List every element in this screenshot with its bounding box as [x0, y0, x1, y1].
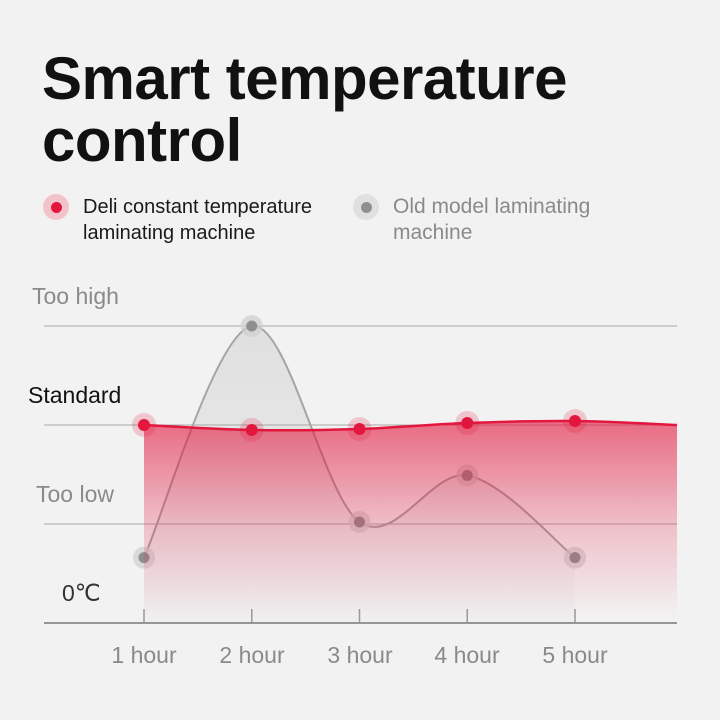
old-data-point	[246, 320, 258, 332]
deli-data-point	[569, 415, 581, 428]
legend-item-deli: Deli constant temperature laminating mac…	[43, 194, 353, 246]
y-level-standard: Standard	[28, 382, 122, 408]
x-tick-label: 1 hour	[111, 642, 177, 668]
legend-label-deli: Deli constant temperature laminating mac…	[83, 196, 313, 244]
deli-data-point	[461, 417, 474, 430]
deli-data-point	[353, 422, 366, 435]
page-title: Smart temperature control	[42, 45, 568, 174]
gray-dot-icon	[353, 194, 379, 220]
y-level-too-low: Too low	[36, 481, 114, 507]
legend-label-old: Old model laminating machine	[393, 195, 591, 244]
x-tick-label: 2 hour	[219, 642, 285, 668]
deli-data-point	[138, 419, 150, 431]
x-tick-label: 3 hour	[327, 642, 393, 668]
x-tick-label: 5 hour	[542, 642, 608, 668]
deli-series-line	[143, 419, 678, 432]
x-tick-label: 4 hour	[434, 642, 500, 668]
legend-item-old: Old model laminating machine	[353, 194, 643, 246]
y-level-zero: 0℃	[62, 580, 101, 606]
red-dot-icon	[43, 194, 69, 220]
y-level-too-high: Too high	[32, 283, 119, 309]
deli-series-area	[144, 420, 677, 618]
deli-data-point	[245, 423, 258, 436]
